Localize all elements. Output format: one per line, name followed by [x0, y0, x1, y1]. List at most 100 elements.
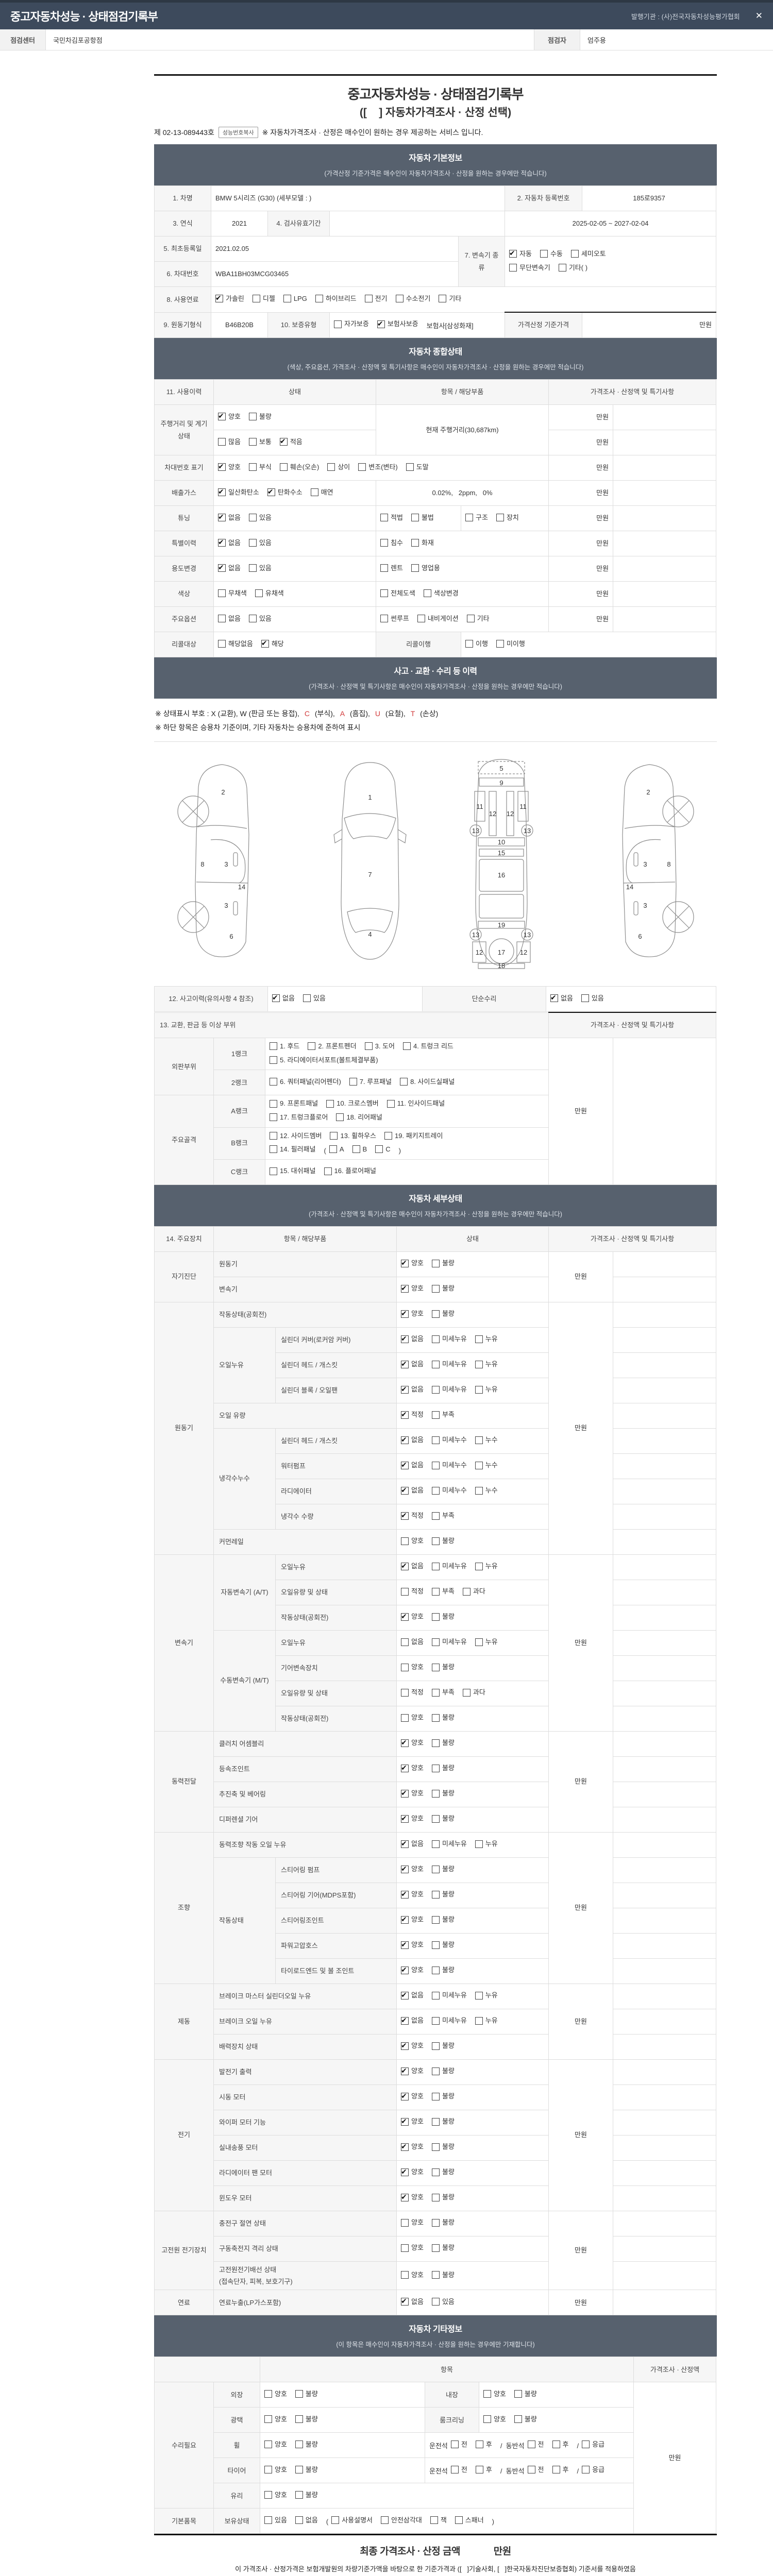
checkbox[interactable]: 있음	[431, 2296, 455, 2308]
checkbox[interactable]: 양호	[401, 1812, 424, 1825]
checkbox[interactable]: 불량	[431, 1611, 455, 1622]
checkbox[interactable]: 불량	[431, 1964, 455, 1976]
checkbox-checked[interactable]	[401, 1459, 409, 1471]
checkbox[interactable]: 미세누유	[431, 2014, 467, 2026]
checkbox[interactable]: 누유	[475, 1560, 498, 1572]
checkbox-unchecked[interactable]	[431, 1512, 440, 1520]
checkbox-unchecked[interactable]	[411, 564, 419, 572]
checkbox-unchecked[interactable]	[450, 2466, 459, 2474]
checkbox[interactable]: 후	[475, 2438, 492, 2450]
checkbox[interactable]: 양호	[401, 1963, 424, 1976]
checkbox[interactable]: 양호	[401, 1535, 424, 1547]
checkbox-unchecked[interactable]	[264, 2390, 272, 2398]
checkbox-checked[interactable]	[401, 1963, 409, 1976]
checkbox[interactable]: 양호	[401, 2269, 424, 2281]
checkbox[interactable]: 불량	[431, 1282, 455, 1294]
checkbox-unchecked[interactable]	[431, 1966, 440, 1974]
checkbox[interactable]: 양호	[218, 460, 241, 473]
checkbox-unchecked[interactable]	[364, 294, 373, 302]
checkbox-unchecked[interactable]	[552, 2441, 560, 2449]
checkbox-unchecked[interactable]	[386, 1099, 395, 1108]
checkbox-unchecked[interactable]	[431, 1461, 440, 1469]
checkbox-checked[interactable]	[218, 536, 226, 549]
checkbox[interactable]: 없음	[401, 1484, 424, 1497]
checkbox-unchecked[interactable]	[248, 437, 257, 446]
checkbox[interactable]: 불량	[431, 2115, 455, 2127]
checkbox-unchecked[interactable]	[349, 1078, 357, 1086]
checkbox-checked[interactable]	[550, 991, 558, 1004]
checkbox[interactable]: 불량	[431, 2216, 455, 2228]
checkbox[interactable]: 있음	[303, 992, 326, 1004]
checkbox-unchecked[interactable]	[558, 263, 566, 272]
checkbox[interactable]: 양호	[401, 1661, 424, 1673]
checkbox-checked[interactable]	[401, 1509, 409, 1522]
checkbox[interactable]: 불량	[248, 411, 272, 422]
checkbox[interactable]: 없음	[401, 1636, 424, 1648]
checkbox[interactable]: 사용설명서	[331, 2514, 373, 2526]
checkbox-unchecked[interactable]	[431, 1537, 440, 1545]
checkbox-unchecked[interactable]	[264, 2441, 272, 2449]
checkbox[interactable]: 누유	[475, 1383, 498, 1395]
checkbox-unchecked[interactable]	[475, 1360, 483, 1368]
checkbox[interactable]: 불량	[295, 2413, 318, 2425]
checkbox-unchecked[interactable]	[475, 1991, 483, 1999]
checkbox[interactable]: 5. 라디에이터서포트(볼트체결부품)	[270, 1054, 378, 1066]
checkbox-unchecked[interactable]	[431, 2270, 440, 2279]
checkbox-unchecked[interactable]	[270, 1167, 277, 1175]
checkbox[interactable]: 적정	[401, 1408, 424, 1421]
checkbox-checked[interactable]	[401, 1837, 409, 1850]
checkbox[interactable]: 불량	[431, 1308, 455, 1319]
checkbox[interactable]: 기타	[439, 293, 461, 304]
checkbox[interactable]: 양호	[264, 2388, 287, 2400]
checkbox[interactable]: 불량	[431, 1711, 455, 1723]
checkbox[interactable]: 미세누유	[431, 1560, 467, 1572]
checkbox[interactable]: 없음	[401, 1332, 424, 1345]
checkbox-unchecked[interactable]	[380, 614, 389, 622]
checkbox[interactable]: 있음	[248, 613, 272, 624]
checkbox[interactable]: 부족	[431, 1409, 455, 1420]
checkbox[interactable]: 이행	[465, 638, 488, 650]
checkbox[interactable]: 스패너	[455, 2514, 484, 2526]
checkbox-unchecked[interactable]	[475, 2466, 483, 2474]
checkbox-unchecked[interactable]	[295, 2516, 303, 2524]
checkbox-unchecked[interactable]	[431, 2193, 440, 2201]
checkbox[interactable]: 미세누유	[431, 1636, 467, 1648]
checkbox-unchecked[interactable]	[431, 1991, 440, 1999]
checkbox[interactable]: 전	[527, 2438, 544, 2450]
checkbox[interactable]: 기타( )	[558, 262, 587, 274]
checkbox-unchecked[interactable]	[411, 538, 419, 547]
checkbox[interactable]: 적정	[401, 1686, 424, 1698]
checkbox[interactable]: 양호	[401, 1787, 424, 1800]
checkbox-checked[interactable]	[401, 2090, 409, 2103]
checkbox[interactable]: 불량	[295, 2464, 318, 2476]
checkbox[interactable]: 양호	[483, 2413, 506, 2425]
checkbox-unchecked[interactable]	[431, 1815, 440, 1823]
checkbox-checked[interactable]	[401, 1282, 409, 1295]
checkbox[interactable]: 부식	[248, 461, 272, 473]
checkbox[interactable]: 자동	[509, 247, 532, 260]
checkbox-unchecked[interactable]	[431, 1411, 440, 1419]
checkbox[interactable]: 미이행	[496, 638, 525, 650]
checkbox-unchecked[interactable]	[475, 1385, 483, 1394]
checkbox[interactable]: 부족	[431, 1510, 455, 1521]
checkbox-unchecked[interactable]	[334, 320, 342, 328]
checkbox[interactable]: 수소전기	[395, 293, 430, 304]
checkbox-unchecked[interactable]	[475, 1562, 483, 1570]
checkbox-unchecked[interactable]	[380, 513, 389, 521]
checkbox[interactable]: 불량	[514, 2413, 537, 2425]
checkbox-unchecked[interactable]	[439, 294, 447, 302]
checkbox[interactable]: 불량	[431, 1812, 455, 1824]
checkbox[interactable]: 10. 크로스멤버	[326, 1097, 379, 1109]
checkbox-checked[interactable]	[401, 1787, 409, 1800]
checkbox[interactable]: 양호	[264, 2438, 287, 2450]
checkbox-unchecked[interactable]	[384, 1131, 393, 1140]
checkbox[interactable]: 누수	[475, 1459, 498, 1471]
checkbox-unchecked[interactable]	[218, 437, 226, 446]
checkbox[interactable]: 불량	[431, 2040, 455, 2052]
checkbox-unchecked[interactable]	[403, 1042, 411, 1050]
checkbox-unchecked[interactable]	[401, 2270, 409, 2279]
checkbox[interactable]: 양호	[401, 2115, 424, 2128]
checkbox[interactable]: 양호	[401, 1736, 424, 1749]
checkbox[interactable]: 없음	[218, 613, 241, 624]
checkbox[interactable]: 있음	[264, 2514, 287, 2526]
